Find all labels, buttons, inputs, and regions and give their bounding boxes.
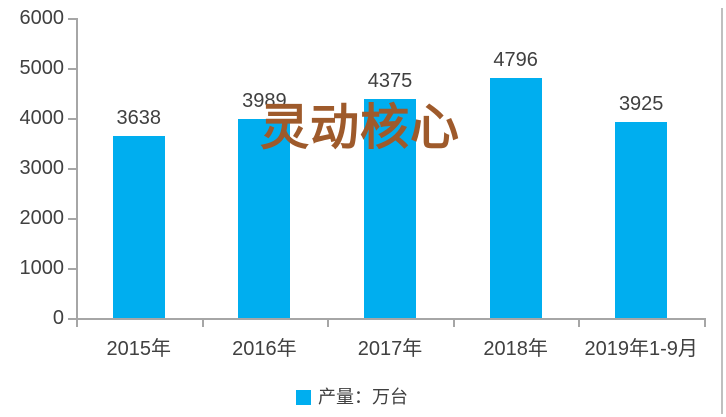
x-axis-tick [578, 320, 581, 327]
bar [112, 136, 165, 318]
bar-value-label: 4375 [367, 70, 413, 93]
x-axis-tick [327, 320, 330, 327]
bar [489, 78, 542, 318]
bar-value-label: 3925 [618, 92, 664, 115]
y-axis-tick [68, 168, 76, 170]
x-axis-category-label: 2015年 [106, 338, 172, 360]
y-axis-tick-label: 1000 [19, 257, 65, 279]
y-axis-line [76, 18, 78, 318]
y-axis-tick-label: 6000 [19, 7, 65, 29]
y-axis-tick-label: 4000 [19, 107, 65, 129]
x-axis-category-label: 2017年 [357, 338, 423, 360]
legend-marker-swatch [296, 389, 311, 405]
bar-value-label: 4796 [493, 49, 538, 72]
y-axis-tick [68, 218, 76, 220]
x-axis-tick [201, 320, 204, 327]
y-axis-tick [68, 318, 76, 320]
x-axis-tick [76, 320, 78, 327]
y-axis-tick-label: 0 [52, 307, 64, 329]
x-axis-category-label: 2018年 [483, 338, 548, 360]
y-axis-tick-label: 2000 [19, 207, 65, 229]
y-axis-tick [68, 118, 76, 120]
bar [238, 118, 291, 318]
legend: 产量：万台 [296, 388, 408, 406]
x-axis-line [76, 318, 706, 320]
bar-value-label: 3638 [116, 107, 162, 130]
bar [364, 99, 416, 318]
x-axis-tick [704, 320, 706, 327]
y-axis-tick [68, 18, 76, 20]
x-axis-tick [452, 320, 455, 327]
y-axis-tick-label: 3000 [19, 157, 65, 179]
y-axis-tick [68, 268, 76, 270]
x-axis-category-label: 2019年1-9月 [584, 338, 698, 360]
y-axis-tick [68, 68, 76, 70]
chart-right-border [721, 8, 723, 414]
y-axis-tick-label: 5000 [19, 57, 65, 79]
legend-label: 产量：万台 [318, 387, 408, 407]
bar-value-label: 3989 [242, 89, 287, 112]
bar [615, 121, 668, 318]
x-axis-category-label: 2016年 [232, 338, 297, 360]
